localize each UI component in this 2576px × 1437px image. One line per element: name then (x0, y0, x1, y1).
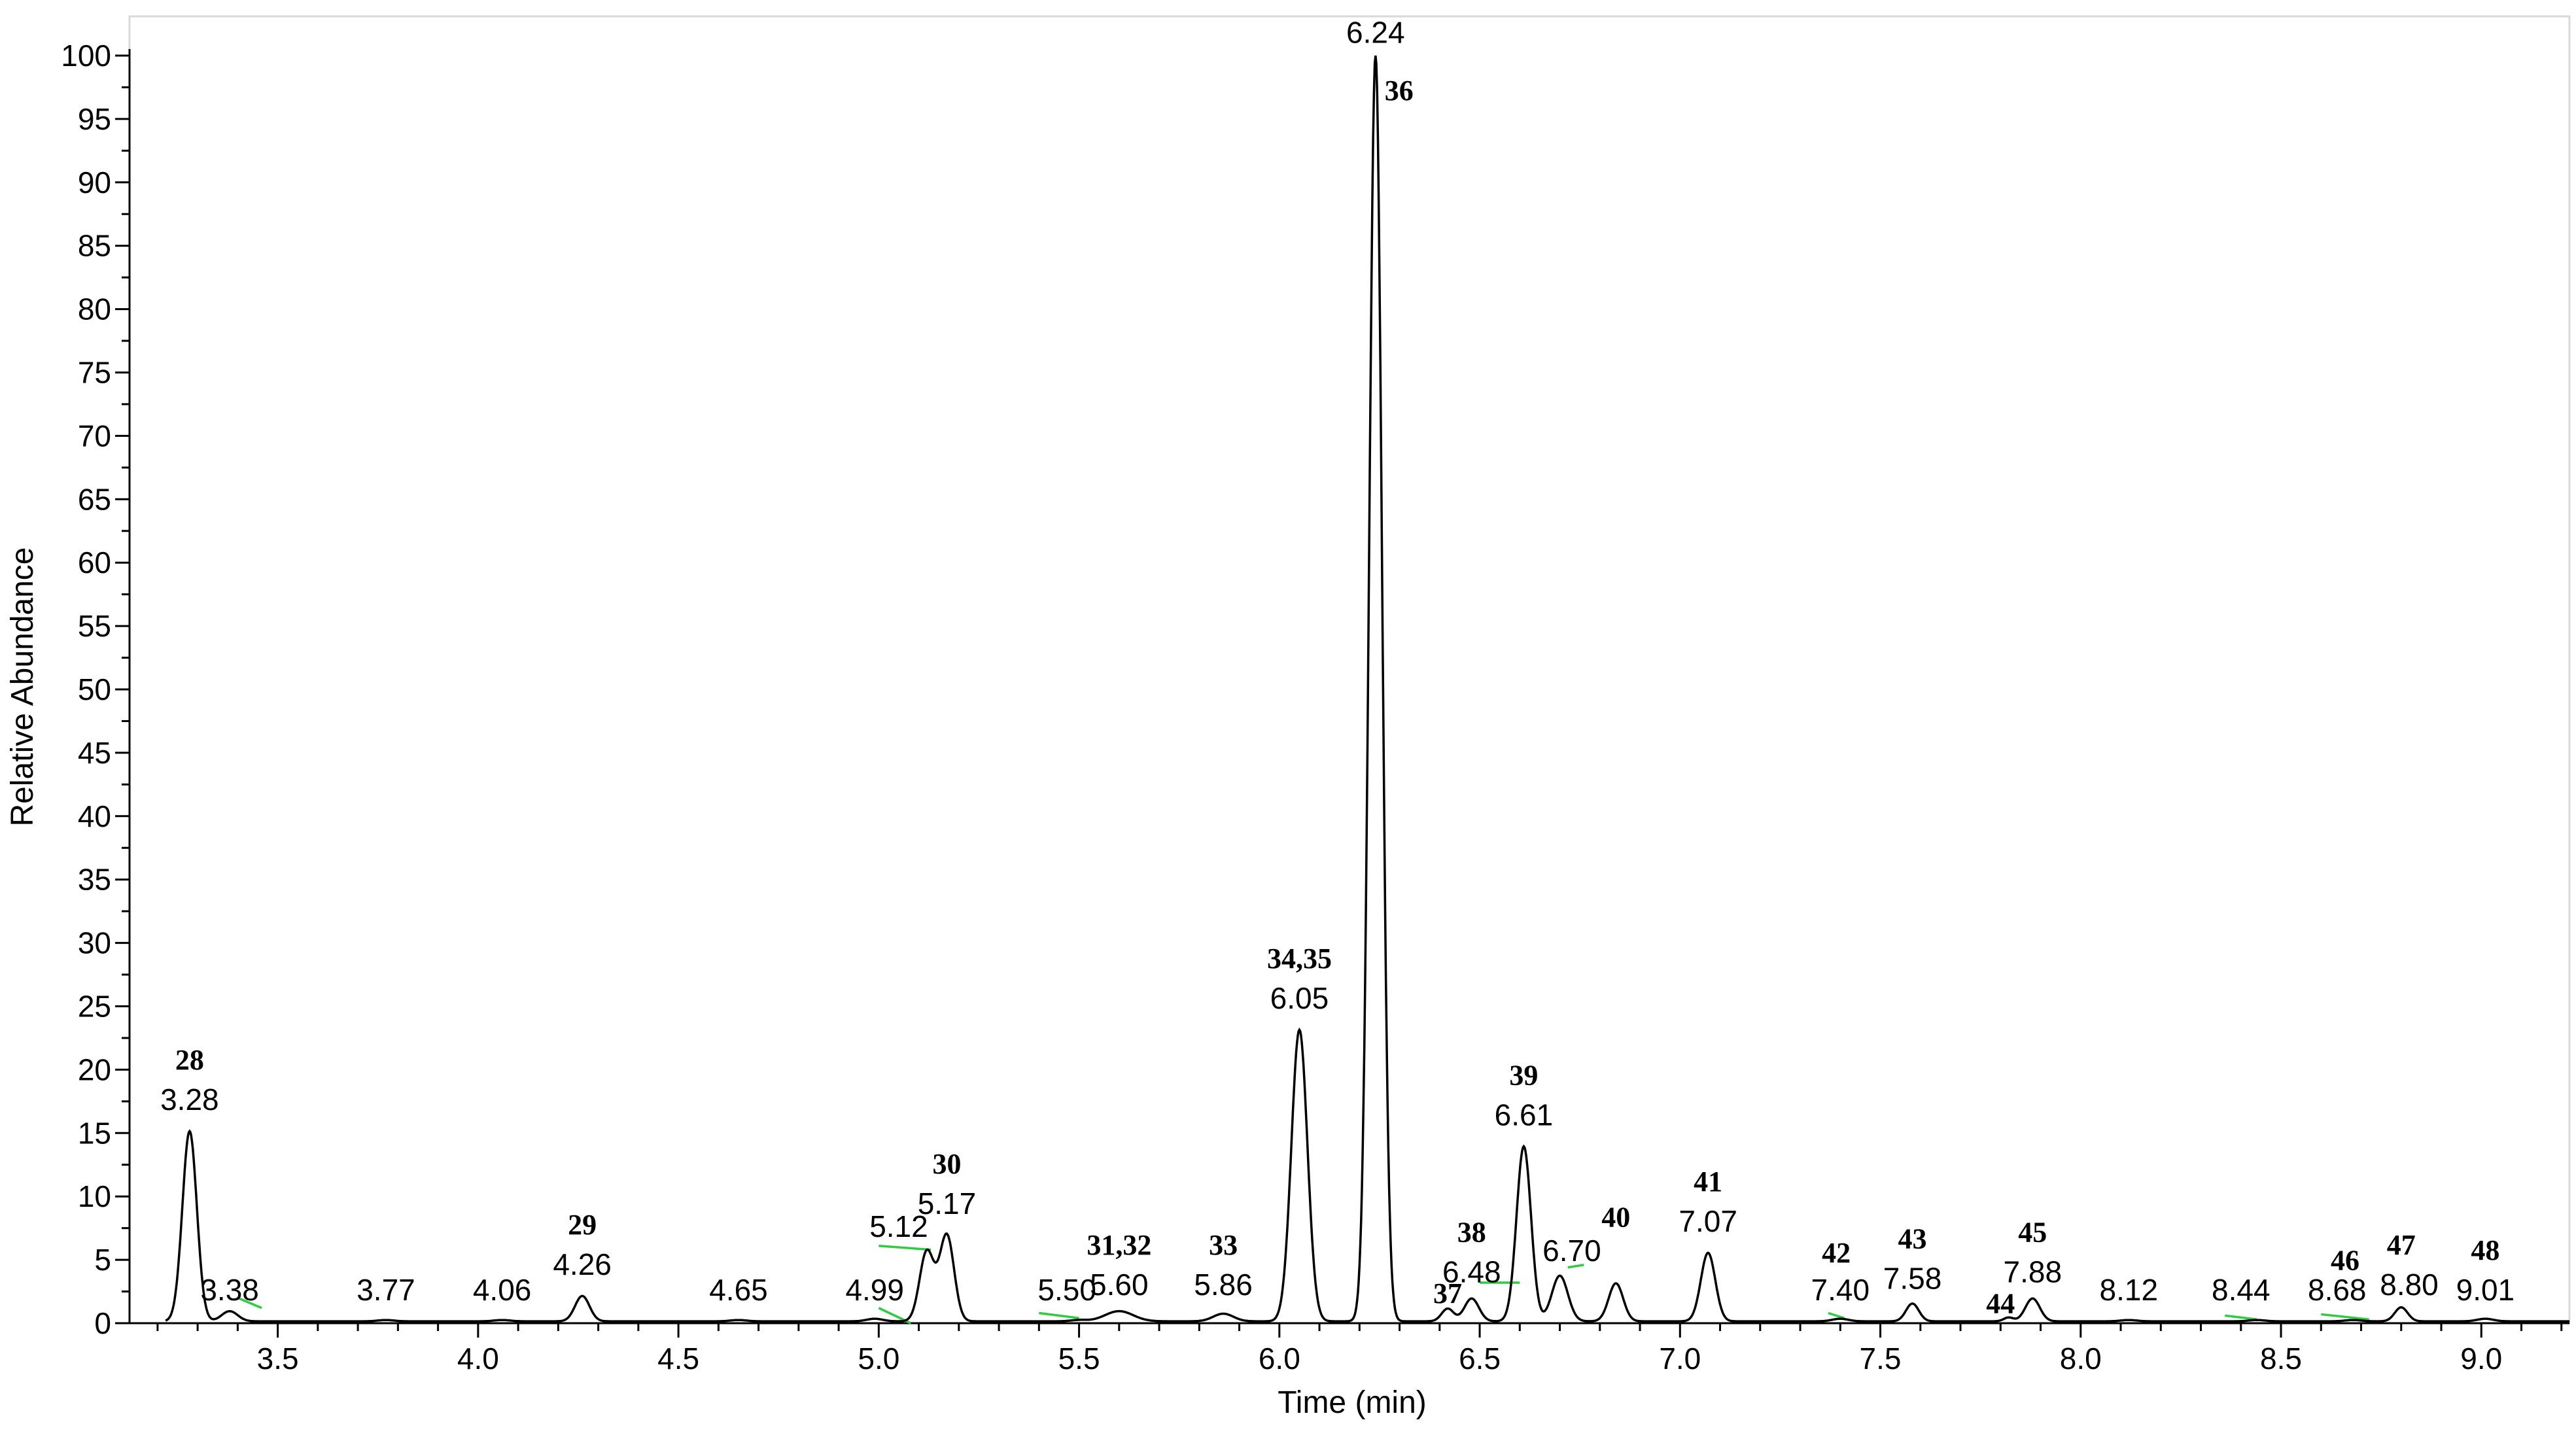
x-tick-label: 4.0 (457, 1342, 499, 1376)
x-axis: 3.5 4.0 4.5 5.0 5.5 6.0 6.5 7.0 7.5 8.0 8.5 9.0 (130, 1322, 2569, 1376)
peak-id-label: 48 (2471, 1234, 2499, 1266)
baseline-markers (237, 1245, 2369, 1324)
y-axis: 0 5 10 15 20 25 30 35 40 45 50 55 60 65 70 75 80 85 90 95 10… (61, 39, 131, 1340)
y-tick-label: 55 (78, 609, 111, 643)
y-tick-label: 85 (78, 229, 111, 263)
y-tick-label: 90 (78, 165, 111, 199)
peak-rt-label: 7.58 (1883, 1261, 1942, 1295)
y-tick-label: 10 (78, 1179, 111, 1213)
peak-id-label: 33 (1209, 1229, 1238, 1261)
y-tick-label: 50 (78, 672, 111, 706)
x-tick-label: 3.5 (257, 1342, 299, 1376)
y-tick-label: 5 (94, 1243, 111, 1277)
x-tick-label: 6.0 (1259, 1342, 1300, 1376)
peak-id-label: 45 (2018, 1217, 2047, 1249)
y-tick-label: 15 (78, 1116, 111, 1150)
peak-id-label: 44 (1986, 1287, 2015, 1319)
peak-rt-label: 6.70 (1542, 1234, 1601, 1268)
x-tick-label: 8.0 (2060, 1342, 2102, 1376)
y-tick-label: 80 (78, 292, 111, 326)
baseline-marker (1567, 1264, 1584, 1269)
peak-rt-label: 8.80 (2380, 1268, 2439, 1302)
x-tick-label: 5.0 (858, 1342, 899, 1376)
peak-id-label: 31,32 (1087, 1229, 1151, 1261)
y-tick-label: 75 (78, 356, 111, 390)
x-tick-label: 4.5 (657, 1342, 699, 1376)
baseline-marker (2321, 1313, 2369, 1321)
y-tick-label: 25 (78, 990, 111, 1024)
peak-id-label: 38 (1457, 1217, 1486, 1249)
x-tick-label: 5.5 (1058, 1342, 1100, 1376)
peak-rt-label: 6.05 (1270, 981, 1329, 1015)
y-tick-label: 65 (78, 482, 111, 516)
peak-id-label: 37 (1433, 1277, 1462, 1309)
peak-id-label: 34,35 (1267, 943, 1332, 975)
y-tick-label: 60 (78, 545, 111, 580)
peak-rt-label: 9.01 (2456, 1273, 2515, 1307)
peak-rt-label: 8.44 (2212, 1273, 2271, 1307)
peak-rt-label: 7.40 (1811, 1273, 1870, 1307)
peak-labels: 3.28 28 3.38 3.77 4.06 4.26 29 4.65 4.99 5.125.17… (160, 15, 2515, 1319)
plot-frame (128, 15, 2571, 1324)
peak-rt-label: 3.28 (160, 1082, 219, 1117)
y-tick-label: 45 (78, 736, 111, 770)
peak-rt-label: 6.48 (1442, 1255, 1501, 1289)
peak-rt-label: 4.26 (553, 1247, 612, 1281)
peak-rt-label: 8.12 (2100, 1273, 2159, 1307)
peak-rt-label: 4.06 (473, 1273, 532, 1307)
y-tick-label: 40 (78, 799, 111, 833)
peak-rt-label: 5.12 (869, 1209, 928, 1243)
y-tick-label: 100 (61, 39, 111, 73)
peak-id-label: 36 (1385, 75, 1414, 107)
peak-rt-label: 5.50 (1037, 1273, 1096, 1307)
x-tick-label: 8.5 (2260, 1342, 2302, 1376)
peak-rt-label: 3.38 (200, 1273, 259, 1307)
peak-id-label: 30 (932, 1148, 961, 1180)
peak-rt-label: 5.17 (918, 1186, 977, 1221)
peak-id-label: 41 (1694, 1166, 1722, 1198)
y-tick-label: 70 (78, 419, 111, 453)
peak-rt-label: 4.65 (709, 1273, 768, 1307)
x-tick-label: 7.0 (1659, 1342, 1701, 1376)
peak-rt-label: 6.61 (1495, 1098, 1554, 1132)
chromatogram-trace (165, 55, 2569, 1323)
baseline-marker (1828, 1311, 1845, 1319)
y-tick-label: 0 (94, 1306, 111, 1340)
peak-id-label: 47 (2387, 1229, 2416, 1261)
peak-id-label: 28 (175, 1044, 204, 1076)
peak-rt-label: 7.07 (1679, 1204, 1737, 1238)
peak-id-label: 42 (1822, 1237, 1851, 1269)
baseline-marker (237, 1296, 262, 1309)
y-tick-label: 30 (78, 926, 111, 960)
peak-id-label: 46 (2331, 1245, 2359, 1277)
baseline-marker (1039, 1311, 1079, 1319)
peak-rt-label: 5.86 (1194, 1268, 1253, 1302)
peak-id-label: 40 (1601, 1202, 1630, 1234)
x-tick-label: 7.5 (1860, 1342, 1902, 1376)
peak-rt-label: 8.68 (2308, 1273, 2367, 1307)
y-tick-label: 20 (78, 1052, 111, 1086)
x-tick-label: 9.0 (2460, 1342, 2502, 1376)
peak-rt-label: 7.88 (2004, 1255, 2063, 1289)
y-tick-label: 95 (78, 102, 111, 136)
baseline-marker (2225, 1314, 2257, 1321)
baseline-marker (879, 1245, 931, 1251)
x-tick-label: 6.5 (1459, 1342, 1501, 1376)
peak-id-label: 29 (568, 1209, 597, 1241)
peak-rt-label: 5.60 (1090, 1268, 1149, 1302)
peak-rt-label: 6.24 (1346, 15, 1405, 49)
x-axis-title: Time (min) (1278, 1385, 1427, 1420)
peak-rt-label: 3.77 (357, 1273, 415, 1307)
peak-id-label: 43 (1898, 1222, 1927, 1255)
y-tick-label: 35 (78, 863, 111, 897)
peak-rt-label: 4.99 (845, 1273, 904, 1307)
y-axis-title: Relative Abundance (5, 547, 40, 827)
peak-id-label: 39 (1509, 1059, 1538, 1091)
